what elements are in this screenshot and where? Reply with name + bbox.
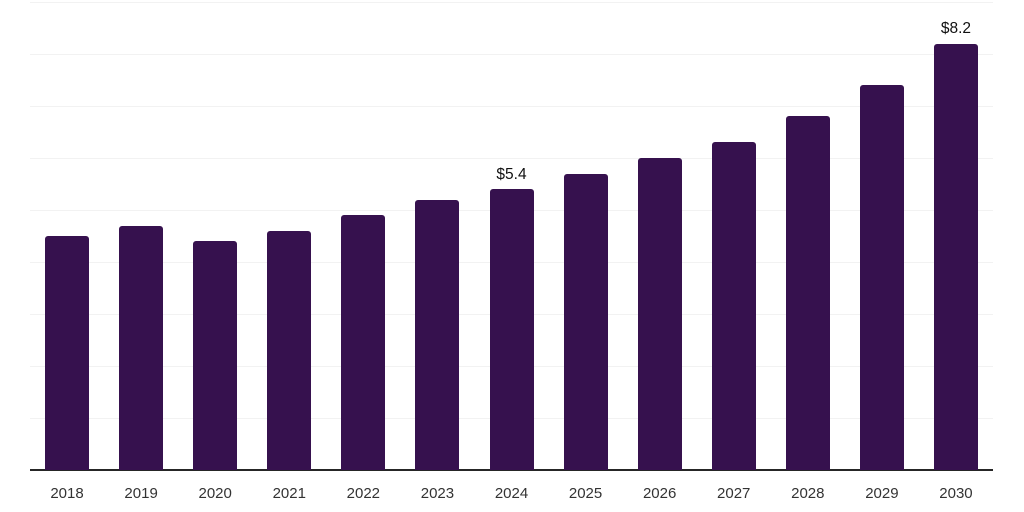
x-tick-label-2021: 2021 bbox=[272, 485, 306, 502]
x-tick-label-2024: 2024 bbox=[494, 485, 529, 502]
gridline bbox=[30, 53, 993, 55]
bar-2024 bbox=[489, 189, 534, 470]
bar-2020 bbox=[193, 241, 238, 470]
bar-2021 bbox=[267, 230, 312, 470]
x-axis-line bbox=[30, 469, 993, 471]
x-tick-label-2025: 2025 bbox=[568, 485, 603, 502]
x-tick-label-2018: 2018 bbox=[50, 485, 84, 502]
x-tick-label-2023: 2023 bbox=[420, 485, 455, 502]
x-tick-label-2027: 2027 bbox=[717, 485, 751, 502]
x-tick-label-2028: 2028 bbox=[791, 485, 825, 502]
x-tick-label-2019: 2019 bbox=[124, 485, 158, 502]
x-tick-label-2030: 2030 bbox=[939, 485, 973, 502]
x-tick-label-2029: 2029 bbox=[865, 485, 899, 502]
gridline bbox=[30, 105, 993, 107]
bar-2025 bbox=[563, 173, 608, 470]
bar-2029 bbox=[859, 85, 904, 470]
bar-value-label-2030: $8.2 bbox=[940, 20, 972, 38]
x-tick-label-2022: 2022 bbox=[346, 485, 381, 502]
x-tick-label-2026: 2026 bbox=[642, 485, 677, 502]
bar-value-label-2024: $5.4 bbox=[496, 165, 527, 183]
bar-2027 bbox=[711, 142, 756, 470]
gridline bbox=[30, 157, 993, 159]
bar-2019 bbox=[119, 225, 164, 470]
x-axis: 2018 2019 2020 2021 2022 2023 2024 2025 2026 2027… bbox=[30, 483, 993, 505]
bar-2026 bbox=[637, 158, 682, 470]
bar-2030 bbox=[933, 43, 978, 470]
gridline bbox=[30, 1, 993, 3]
bar-2023 bbox=[415, 199, 460, 470]
bar-2022 bbox=[341, 215, 386, 470]
chart-plot-area: $5.4 $8.2 bbox=[30, 0, 993, 471]
bar-2028 bbox=[785, 116, 830, 470]
x-tick-label-2020: 2020 bbox=[198, 485, 232, 502]
bar-2018 bbox=[45, 236, 90, 470]
